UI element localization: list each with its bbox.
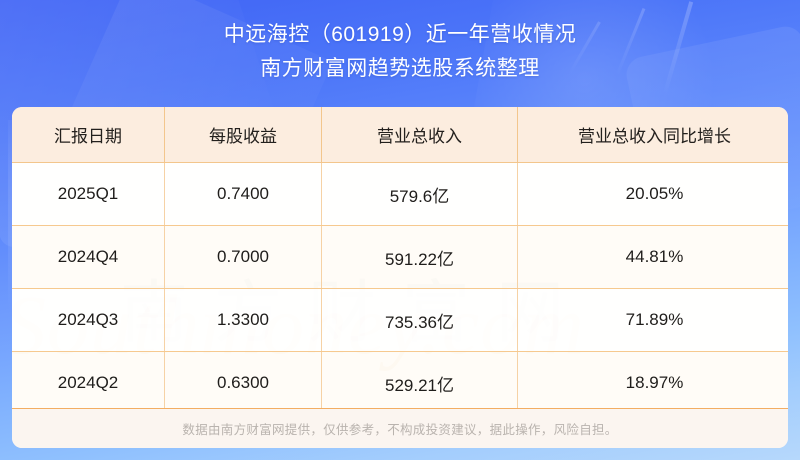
cell-revenue: 735.36亿 — [321, 288, 518, 352]
footer-disclaimer-bar: 数据由南方财富网提供，仅供参考，不构成投资建议，据此操作，风险自担。 — [12, 408, 788, 448]
cell-growth: 44.81% — [517, 225, 788, 289]
cell-revenue: 529.21亿 — [321, 351, 518, 415]
financial-table: 汇报日期 每股收益 营业总收入 营业总收入同比增长 2025Q1 0.7400 … — [12, 107, 788, 415]
cell-date: 2024Q2 — [12, 351, 165, 415]
column-header-growth: 营业总收入同比增长 — [517, 107, 788, 163]
cell-growth: 71.89% — [517, 288, 788, 352]
disclaimer-text: 数据由南方财富网提供，仅供参考，不构成投资建议，据此操作，风险自担。 — [182, 423, 618, 437]
table-header: 汇报日期 每股收益 营业总收入 营业总收入同比增长 — [12, 107, 788, 163]
column-header-revenue: 营业总收入 — [321, 107, 518, 163]
cell-revenue: 591.22亿 — [321, 225, 518, 289]
cell-date: 2024Q4 — [12, 225, 165, 289]
title-secondary: 南方财富网趋势选股系统整理 — [260, 57, 540, 80]
cell-growth: 20.05% — [517, 162, 788, 226]
page-title: 中远海控（601919）近一年营收情况 南方财富网趋势选股系统整理 — [0, 18, 800, 86]
table-row: 2024Q4 0.7000 591.22亿 44.81% — [12, 225, 788, 289]
cell-date: 2024Q3 — [12, 288, 165, 352]
table-row: 2024Q2 0.6300 529.21亿 18.97% — [12, 351, 788, 415]
title-primary: 中远海控（601919）近一年营收情况 — [223, 23, 577, 46]
column-header-eps: 每股收益 — [164, 107, 322, 163]
cell-eps: 0.7400 — [164, 162, 322, 226]
table-header-row: 汇报日期 每股收益 营业总收入 营业总收入同比增长 — [12, 107, 788, 163]
table-row: 2025Q1 0.7400 579.6亿 20.05% — [12, 162, 788, 226]
cell-eps: 0.7000 — [164, 225, 322, 289]
table-body: 2025Q1 0.7400 579.6亿 20.05% 2024Q4 0.700… — [12, 162, 788, 415]
cell-date: 2025Q1 — [12, 162, 165, 226]
table-row: 2024Q3 1.3300 735.36亿 71.89% — [12, 288, 788, 352]
data-card: Southmoney.com 南方财富网 汇报日期 每股收益 营业总收入 营业总… — [12, 107, 788, 448]
cell-eps: 0.6300 — [164, 351, 322, 415]
column-header-date: 汇报日期 — [12, 107, 165, 163]
cell-growth: 18.97% — [517, 351, 788, 415]
cell-revenue: 579.6亿 — [321, 162, 518, 226]
cell-eps: 1.3300 — [164, 288, 322, 352]
